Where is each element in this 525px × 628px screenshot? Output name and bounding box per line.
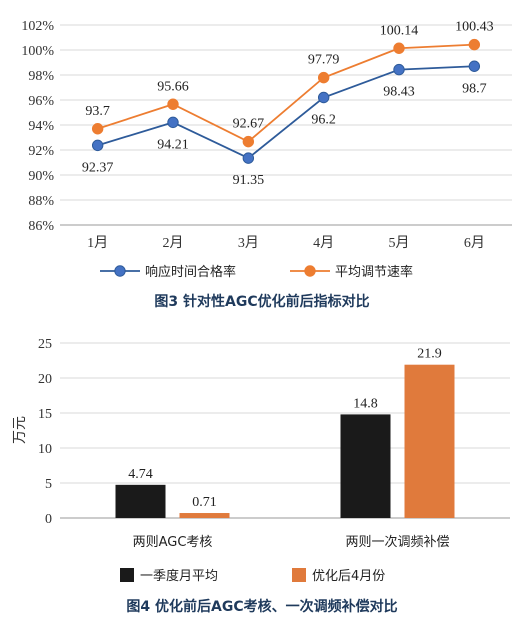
figure-caption: 图4 优化前后AGC考核、一次调频补偿对比 bbox=[126, 598, 397, 615]
y-tick-label: 10 bbox=[38, 442, 52, 457]
series-point bbox=[393, 63, 405, 76]
data-label: 98.7 bbox=[462, 81, 487, 96]
series-line-1 bbox=[97, 43, 475, 143]
y-axis-title: 万元 bbox=[12, 416, 28, 444]
data-label: 93.7 bbox=[85, 104, 110, 119]
y-tick-label: 15 bbox=[38, 407, 52, 422]
y-tick-label: 86% bbox=[28, 219, 54, 234]
y-tick-label: 0 bbox=[45, 512, 52, 527]
series-point bbox=[167, 98, 179, 110]
data-label: 0.71 bbox=[192, 495, 217, 510]
y-tick-label: 94% bbox=[28, 119, 54, 134]
y-tick-label: 20 bbox=[38, 372, 52, 387]
legend-label: 一季度月平均 bbox=[140, 568, 218, 584]
data-label: 97.79 bbox=[308, 53, 340, 68]
y-tick-label: 102% bbox=[21, 19, 54, 34]
bar bbox=[340, 414, 391, 518]
figure-caption: 图3 针对性AGC优化前后指标对比 bbox=[154, 293, 369, 310]
legend-label: 响应时间合格率 bbox=[145, 264, 236, 280]
bar bbox=[115, 484, 166, 518]
y-tick-label: 98% bbox=[28, 69, 54, 84]
x-tick-label: 3月 bbox=[238, 235, 259, 251]
series-point bbox=[242, 152, 255, 164]
data-label: 91.35 bbox=[233, 173, 265, 188]
data-label: 95.66 bbox=[157, 79, 189, 94]
data-label: 92.37 bbox=[82, 160, 114, 175]
data-label: 21.9 bbox=[417, 347, 442, 362]
data-label: 14.8 bbox=[353, 396, 378, 411]
series-point bbox=[317, 91, 330, 104]
legend-marker bbox=[114, 265, 126, 277]
series-point bbox=[468, 38, 481, 51]
x-tick-label: 4月 bbox=[313, 235, 334, 251]
y-tick-label: 100% bbox=[21, 44, 54, 59]
x-tick-label: 两则一次调频补偿 bbox=[345, 534, 449, 550]
legend-swatch bbox=[120, 568, 134, 582]
series-point bbox=[91, 123, 104, 135]
y-tick-label: 5 bbox=[45, 477, 52, 492]
data-label: 92.67 bbox=[233, 117, 265, 132]
legend-marker bbox=[304, 265, 316, 277]
y-tick-label: 25 bbox=[38, 337, 52, 352]
y-tick-label: 92% bbox=[28, 144, 54, 159]
legend-label: 平均调节速率 bbox=[335, 264, 413, 280]
legend-swatch bbox=[292, 568, 306, 582]
series-point bbox=[393, 42, 405, 54]
data-label: 96.2 bbox=[311, 113, 336, 128]
series-point bbox=[468, 60, 481, 72]
line-chart: 86% 88% 90% 92% 94% 96% 98% 100% 102% 1月 2月 3月 4月 5月 6… bbox=[21, 19, 512, 310]
x-tick-label: 5月 bbox=[389, 235, 410, 251]
y-tick-label: 90% bbox=[28, 169, 54, 184]
series-point bbox=[91, 139, 104, 152]
series-line-0 bbox=[97, 65, 475, 160]
bar-chart: 0 5 10 15 20 25 万元 4.74 0.71 两则AGC考核 14.8 21.9 两则一次调… bbox=[12, 337, 510, 615]
bar bbox=[404, 364, 455, 518]
series-point bbox=[242, 135, 255, 148]
legend-label: 优化后4月份 bbox=[312, 569, 385, 584]
x-tick-label: 2月 bbox=[163, 235, 184, 251]
data-label: 4.74 bbox=[128, 467, 153, 482]
bar bbox=[179, 513, 230, 518]
data-label: 94.21 bbox=[157, 137, 189, 152]
x-tick-label: 6月 bbox=[464, 235, 485, 251]
data-label: 100.14 bbox=[380, 23, 419, 38]
data-label: 98.43 bbox=[383, 85, 415, 100]
series-point bbox=[167, 116, 179, 129]
y-tick-label: 88% bbox=[28, 194, 54, 209]
series-point bbox=[317, 71, 330, 84]
x-tick-label: 1月 bbox=[87, 235, 108, 251]
y-tick-label: 96% bbox=[28, 94, 54, 109]
x-tick-label: 两则AGC考核 bbox=[133, 535, 213, 550]
data-label: 100.43 bbox=[455, 20, 494, 35]
